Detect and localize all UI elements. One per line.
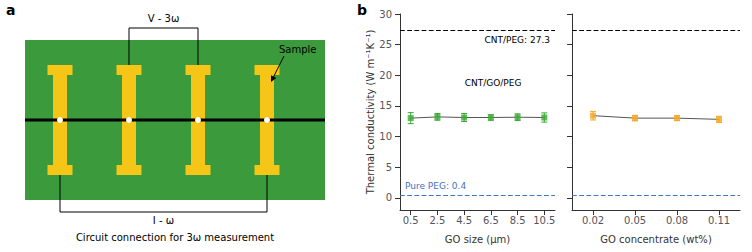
svg-text:I - ω: I - ω bbox=[153, 215, 174, 226]
svg-text:GO concentrate (wt%): GO concentrate (wt%) bbox=[600, 234, 712, 245]
svg-text:Pure PEG: 0.4: Pure PEG: 0.4 bbox=[405, 181, 466, 191]
svg-text:0.02: 0.02 bbox=[582, 215, 604, 226]
svg-text:10.5: 10.5 bbox=[533, 215, 555, 226]
svg-text:CNT/GO/PEG: CNT/GO/PEG bbox=[465, 78, 522, 88]
svg-text:6.5: 6.5 bbox=[483, 215, 499, 226]
svg-text:0.08: 0.08 bbox=[666, 215, 688, 226]
svg-text:30: 30 bbox=[379, 9, 392, 20]
svg-text:Circuit connection for 3ω meas: Circuit connection for 3ω measurement bbox=[76, 232, 274, 243]
svg-text:b: b bbox=[357, 2, 367, 18]
svg-text:0.05: 0.05 bbox=[624, 215, 646, 226]
svg-text:0.11: 0.11 bbox=[708, 215, 730, 226]
svg-text:Thermal conductivity (W m⁻¹K⁻¹: Thermal conductivity (W m⁻¹K⁻¹) bbox=[365, 30, 376, 196]
svg-text:0: 0 bbox=[386, 192, 392, 203]
svg-text:15: 15 bbox=[379, 100, 392, 111]
svg-text:8.5: 8.5 bbox=[510, 215, 526, 226]
svg-text:0.5: 0.5 bbox=[403, 215, 419, 226]
svg-text:5: 5 bbox=[386, 162, 392, 173]
svg-text:4.5: 4.5 bbox=[456, 215, 472, 226]
svg-text:2.5: 2.5 bbox=[429, 215, 445, 226]
svg-text:GO size (μm): GO size (μm) bbox=[445, 234, 510, 245]
svg-text:20: 20 bbox=[379, 70, 392, 81]
svg-text:a: a bbox=[6, 2, 15, 18]
svg-text:CNT/PEG: 27.3: CNT/PEG: 27.3 bbox=[484, 35, 550, 45]
svg-text:V - 3ω: V - 3ω bbox=[148, 13, 180, 24]
svg-text:10: 10 bbox=[379, 131, 392, 142]
svg-text:Sample: Sample bbox=[279, 44, 317, 55]
svg-text:25: 25 bbox=[379, 39, 392, 50]
